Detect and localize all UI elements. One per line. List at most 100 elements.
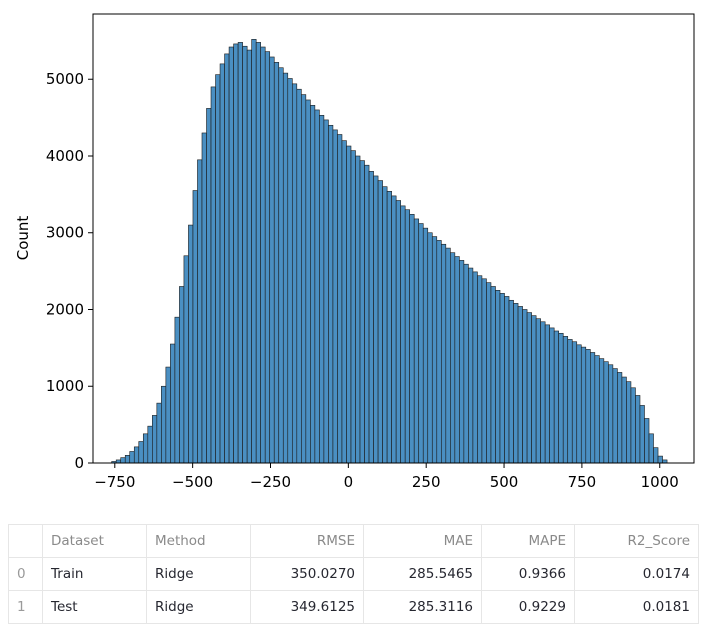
y-tick-label: 4000 <box>46 147 84 165</box>
histogram-bar <box>617 372 623 464</box>
r2-score-cell: 0.0181 <box>574 590 699 624</box>
histogram-bar <box>513 303 519 464</box>
histogram-bar <box>418 223 424 464</box>
rmse-cell: 349.6125 <box>250 590 364 624</box>
method-cell: Ridge <box>146 590 251 624</box>
histogram-bar <box>653 447 659 464</box>
histogram-bar <box>558 332 564 464</box>
histogram-bar <box>562 336 569 464</box>
column-header-method[interactable]: Method <box>146 524 251 558</box>
histogram-bar <box>174 316 180 464</box>
histogram-bar <box>427 232 433 464</box>
histogram-bar <box>553 330 559 464</box>
histogram-bar <box>246 49 252 464</box>
histogram-bar <box>314 109 320 464</box>
histogram-bar <box>517 306 523 464</box>
histogram-bar <box>138 441 144 464</box>
rmse-cell: 350.0270 <box>250 557 364 591</box>
histogram-bar <box>291 83 298 464</box>
histogram-bar <box>585 349 591 464</box>
row-index-cell: 1 <box>8 590 43 624</box>
histogram-bar <box>571 341 578 464</box>
histogram-bar <box>386 190 392 464</box>
histogram-bar <box>328 124 334 464</box>
histogram-bar <box>639 405 645 464</box>
histogram-bar <box>346 145 352 464</box>
histogram-bar <box>156 402 162 464</box>
y-tick-label: 3000 <box>46 224 84 242</box>
table-row[interactable]: 0 Train Ridge 350.0270 285.5465 0.9366 0… <box>8 557 699 591</box>
histogram-bar <box>210 86 216 464</box>
x-tick-label: 1000 <box>641 473 679 491</box>
histogram-bar <box>192 190 198 464</box>
column-header-mape[interactable]: MAPE <box>481 524 575 558</box>
column-header-mae[interactable]: MAE <box>363 524 482 558</box>
histogram-bar <box>567 339 573 464</box>
y-tick-label: 0 <box>74 454 84 472</box>
mae-cell: 285.5465 <box>363 557 482 591</box>
histogram-bar <box>391 195 397 464</box>
histogram-bar <box>422 227 429 464</box>
histogram-bar <box>657 455 663 464</box>
histogram-bar <box>648 433 654 464</box>
histogram-bars <box>111 39 668 464</box>
histogram-bar <box>599 358 605 464</box>
histogram-bar <box>170 343 176 464</box>
histogram-bar <box>404 209 410 464</box>
method-cell: Ridge <box>146 557 251 591</box>
histogram-bar <box>228 46 234 464</box>
histogram-bar <box>364 164 370 464</box>
column-header-rmse[interactable]: RMSE <box>250 524 364 558</box>
column-header-index[interactable] <box>8 524 43 558</box>
histogram-bar <box>278 67 284 464</box>
table-header-row: Dataset Method RMSE MAE MAPE R2_Score <box>8 524 699 558</box>
histogram-bar <box>161 385 167 464</box>
histogram-bar <box>242 45 248 464</box>
plot-frame <box>92 13 695 464</box>
histogram-bar <box>188 224 194 464</box>
histogram-bar <box>481 278 487 464</box>
dataset-cell: Test <box>42 590 147 624</box>
histogram-bar <box>436 240 442 464</box>
x-tick-label: −500 <box>172 473 213 491</box>
x-tick-label: 250 <box>412 473 441 491</box>
histogram-chart: −750 −500 −250 0 250 500 750 1000 0 1000 2000 3000… <box>14 13 695 491</box>
table-row[interactable]: 1 Test Ridge 349.6125 285.3116 0.9229 0.… <box>8 590 699 624</box>
histogram-bar <box>355 155 361 464</box>
histogram-bar <box>201 132 207 464</box>
histogram-bar <box>296 88 302 464</box>
x-tick-label: 500 <box>490 473 519 491</box>
mape-cell: 0.9229 <box>481 590 575 624</box>
column-header-dataset[interactable]: Dataset <box>42 524 147 558</box>
histogram-bar <box>319 115 325 464</box>
histogram-bar <box>531 315 537 464</box>
x-tick-label: −750 <box>94 473 135 491</box>
histogram-bar <box>251 39 257 464</box>
histogram-bar <box>337 134 343 464</box>
x-tick-label: 0 <box>344 473 354 491</box>
histogram-bar <box>495 290 501 464</box>
histogram-bar <box>544 324 550 464</box>
histogram-bar <box>535 318 541 464</box>
histogram-bar <box>576 344 582 464</box>
histogram-bar <box>264 51 271 464</box>
histogram-bar <box>287 78 293 464</box>
histogram-bar <box>310 105 316 464</box>
x-tick-label: 750 <box>568 473 597 491</box>
column-header-r2-score[interactable]: R2_Score <box>574 524 699 558</box>
histogram-bar <box>549 327 555 464</box>
histogram-bar <box>612 368 618 464</box>
y-axis-label: Count <box>14 216 32 261</box>
histogram-bar <box>395 200 401 464</box>
histogram-bar <box>445 247 451 464</box>
histogram-bar <box>644 418 650 464</box>
histogram-bar <box>124 455 131 464</box>
histogram-bar <box>269 56 275 464</box>
histogram-bar <box>490 286 496 464</box>
histogram-bar <box>350 150 356 464</box>
histogram-bar <box>237 42 243 464</box>
histogram-bar <box>183 255 189 464</box>
y-tick-label: 5000 <box>46 70 84 88</box>
histogram-bar <box>400 205 406 464</box>
histogram-bar <box>282 72 289 464</box>
